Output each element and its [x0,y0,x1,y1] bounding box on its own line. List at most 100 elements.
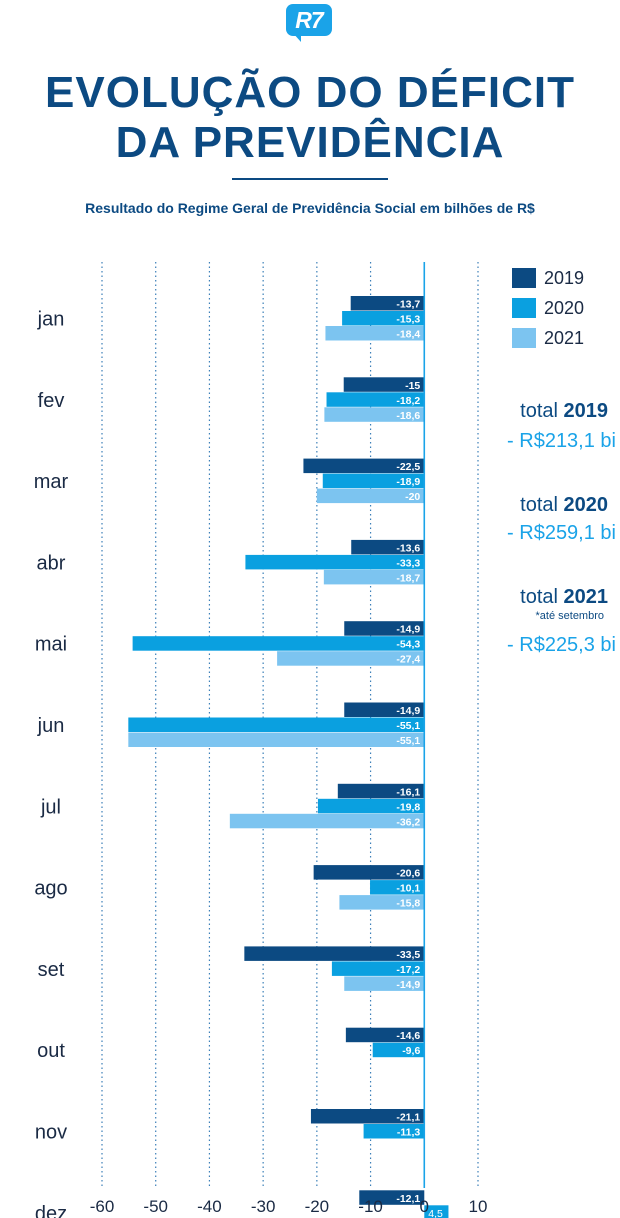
bar [132,636,425,651]
logo-text: R7 [286,4,332,36]
data-label: -13,6 [396,542,420,554]
bar [363,1124,425,1139]
data-label: -15 [405,380,420,392]
data-label: -14,9 [396,979,420,991]
data-label: -27,4 [396,654,420,666]
data-label: -18,6 [396,410,420,422]
category-label: nov [35,1122,67,1144]
legend-swatch-2020 [512,298,536,318]
data-label: -54,3 [396,639,420,651]
chart-subtitle: Resultado do Regime Geral de Previdência… [85,200,535,216]
bar [313,865,425,880]
bar [277,651,425,666]
tick-label: -30 [251,1197,276,1216]
data-label: -20 [405,491,420,503]
category-label: abr [37,552,66,574]
tick-label: -10 [358,1197,383,1216]
data-label: -13,7 [396,299,420,311]
bar [303,458,425,474]
bar [342,311,425,326]
data-label: -18,4 [396,329,420,341]
data-label: -22,5 [396,461,420,473]
bar [350,296,425,311]
category-label: jun [37,715,65,737]
bar [351,539,425,555]
category-label: mar [34,471,69,493]
data-label: -18,7 [396,572,420,584]
legend-item-2021: 2021 [512,326,620,350]
tick-label: -50 [143,1197,168,1216]
bar [370,880,425,895]
bar [324,407,425,422]
bar [310,1109,425,1124]
category-label: fev [38,390,65,412]
category-label: dez [35,1203,67,1218]
data-label: -15,3 [396,314,420,326]
total-2021-value: - R$225,3 bi [507,634,616,656]
bar [325,326,425,341]
bar [339,895,425,910]
bar [337,783,425,799]
legend-label-2019: 2019 [544,268,585,288]
bar [317,798,425,814]
legend-swatch-2021 [512,328,536,348]
title-line-2: DA PREVIDÊNCIA [115,118,505,167]
legend-item-2020: 2020 [512,296,620,320]
data-label: -14,6 [396,1030,420,1042]
page-title: EVOLUÇÃO DO DÉFICIT DA PREVIDÊNCIA [0,68,620,168]
total-2019-value: - R$213,1 bi [507,430,616,452]
bar [331,961,425,976]
category-label: set [38,959,65,981]
bar [344,976,425,991]
data-label: -18,2 [396,395,420,407]
data-label: -19,8 [396,801,420,813]
bar [344,702,425,717]
data-label: -55,1 [396,720,420,732]
data-label: -14,9 [396,624,420,636]
bar [323,569,425,585]
data-label: -16,1 [396,786,420,798]
legend-item-2019: 2019 [512,266,620,290]
bar [316,488,425,504]
category-label: ago [34,878,67,900]
bar [345,1027,425,1043]
data-label: -55,1 [396,735,420,747]
data-label: -33,5 [396,949,420,961]
bar [326,392,425,407]
bar [128,717,425,732]
legend-label-2021: 2021 [544,328,585,348]
data-label: -12,1 [396,1193,420,1205]
data-label: 4,5 [428,1208,443,1218]
data-label: -11,3 [397,1127,421,1139]
data-label: -10,1 [396,883,420,895]
bar [343,377,425,392]
data-label: -14,9 [396,705,420,717]
total-2021-title: total 2021 [520,586,608,608]
category-label: jul [40,796,61,818]
bar [244,946,425,961]
tick-label: -40 [197,1197,222,1216]
category-label: jan [37,309,65,331]
data-label: -20,6 [396,868,420,880]
bar [322,473,425,489]
bar [372,1042,425,1058]
legend-label-2020: 2020 [544,298,585,318]
data-label: -17,2 [396,964,420,976]
title-divider [232,178,388,180]
title-line-1: EVOLUÇÃO DO DÉFICIT [45,68,575,117]
category-label: out [37,1040,65,1062]
data-label: -9,6 [402,1045,420,1057]
r7-logo: R7 [286,4,332,42]
logo-tail [292,32,301,42]
data-label: -21,1 [396,1112,420,1124]
data-label: -15,8 [396,898,420,910]
total-2021-note: *até setembro [535,610,604,622]
bar [359,1190,425,1205]
tick-label: 0 [420,1197,429,1216]
tick-label: -60 [90,1197,115,1216]
total-2020-title: total 2020 [520,494,608,516]
tick-label: -20 [305,1197,330,1216]
bar [344,621,425,636]
data-label: -33,3 [396,557,420,569]
